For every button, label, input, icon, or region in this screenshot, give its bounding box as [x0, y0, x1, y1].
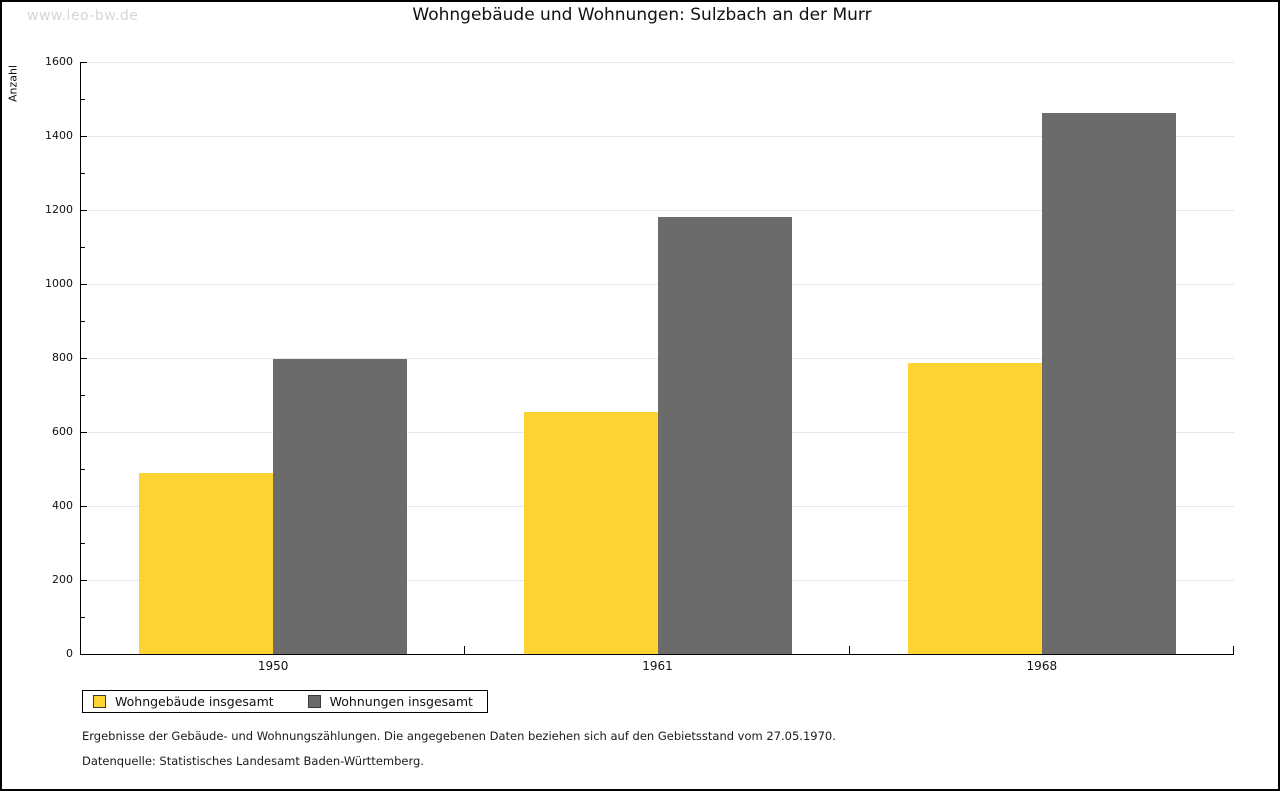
- plot-area: 0 200 400 600 800 1000 1200 1400 1600 1950 1961 196…: [45, 55, 1234, 673]
- y-minor-tick: [81, 616, 85, 618]
- y-axis-tick-label: 1200: [45, 203, 73, 216]
- x-axis-tick-label: 1961: [642, 659, 673, 673]
- y-minor-tick: [81, 98, 85, 100]
- legend-label: Wohnungen insgesamt: [329, 694, 473, 709]
- bar-1950-series-1: [139, 472, 274, 654]
- bar-1968-series-2: [1041, 112, 1176, 654]
- footer-source: Datenquelle: Statistisches Landesamt Bad…: [82, 754, 424, 768]
- x-axis-tick: [464, 646, 465, 654]
- bar-1968-series-1: [907, 362, 1042, 654]
- x-axis-tick: [849, 646, 850, 654]
- chart-title: Wohngebäude und Wohnungen: Sulzbach an d…: [412, 5, 872, 25]
- y-axis-tick-label: 200: [52, 573, 73, 586]
- legend-item: Wohngebäude insgesamt: [93, 694, 274, 709]
- y-axis-tick-label: 1400: [45, 129, 73, 142]
- legend-swatch: [307, 695, 321, 708]
- y-axis-tick-label: 0: [66, 647, 73, 660]
- y-minor-tick: [81, 542, 85, 544]
- y-axis-tick-label: 600: [52, 425, 73, 438]
- y-gridline: [81, 209, 1234, 211]
- y-minor-tick: [81, 172, 85, 174]
- y-axis-tick-label: 800: [52, 351, 73, 364]
- y-major-tick: [81, 505, 87, 507]
- y-axis-tick-label: 400: [52, 499, 73, 512]
- watermark: www.leo-bw.de: [27, 8, 139, 24]
- y-major-tick: [81, 357, 87, 359]
- y-major-tick: [81, 135, 87, 137]
- bar-1961-series-2: [657, 217, 792, 654]
- x-axis-tick: [1233, 646, 1234, 654]
- y-axis-tick-label: 1600: [45, 55, 73, 68]
- y-gridline: [81, 61, 1234, 63]
- legend: Wohngebäude insgesamt Wohnungen insgesamt: [82, 690, 488, 713]
- x-axis-tick-label: 1950: [257, 659, 289, 673]
- y-axis-title: Anzahl: [6, 64, 20, 103]
- y-gridline: [81, 135, 1234, 137]
- y-minor-tick: [81, 394, 85, 396]
- y-major-tick: [81, 61, 87, 63]
- bar-1950-series-2: [273, 358, 408, 654]
- y-major-tick: [81, 579, 87, 581]
- bar-1961-series-1: [523, 411, 658, 654]
- legend-label: Wohngebäude insgesamt: [115, 694, 274, 709]
- y-major-tick: [81, 431, 87, 433]
- y-major-tick: [81, 283, 87, 285]
- legend-swatch: [93, 695, 106, 708]
- y-minor-tick: [81, 246, 85, 248]
- x-axis-tick-label: 1968: [1026, 659, 1058, 673]
- legend-item: Wohnungen insgesamt: [307, 694, 473, 709]
- y-minor-tick: [81, 320, 85, 322]
- y-major-tick: [81, 209, 87, 211]
- y-axis-tick-label: 1000: [45, 277, 73, 290]
- y-minor-tick: [81, 468, 85, 470]
- footer-note: Ergebnisse der Gebäude- und Wohnungszähl…: [82, 729, 836, 743]
